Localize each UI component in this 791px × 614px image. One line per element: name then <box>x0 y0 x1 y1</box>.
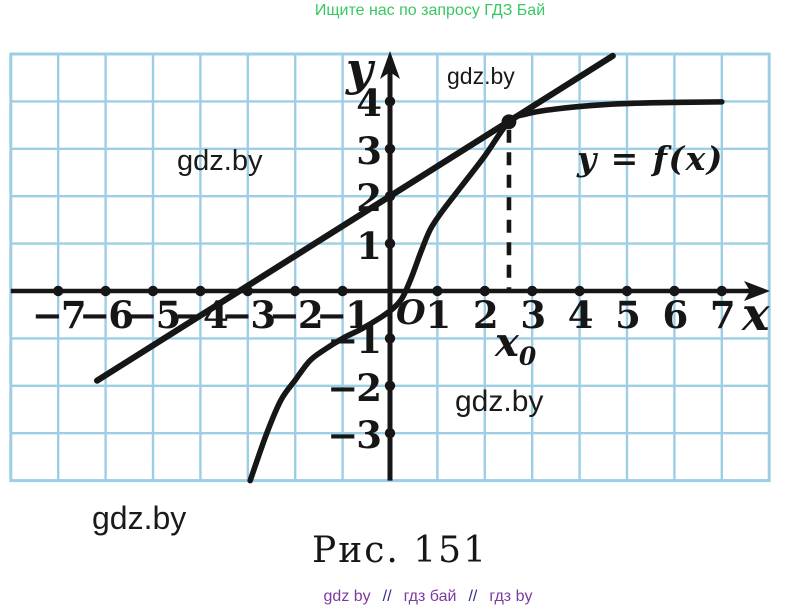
x0-label: x0 <box>495 323 536 370</box>
y-tick-label: −3 <box>327 413 382 458</box>
watermark-text: gdz.by <box>92 500 187 536</box>
footer-separator: // <box>382 588 392 605</box>
y-tick-label: 3 <box>356 128 382 173</box>
x-tick-label: 3 <box>520 293 546 337</box>
x-tick-label: 1 <box>425 293 452 337</box>
footer-text-gdz-by-cyr: гдз by <box>489 588 533 605</box>
footer-text-gdz-bai: гдз бай <box>403 588 457 605</box>
figure-caption: Рис. 151 <box>312 530 488 571</box>
x-tick-label: −6 <box>79 293 134 337</box>
watermark-text: gdz.by <box>177 145 263 177</box>
watermark-text: gdz.by <box>455 385 544 418</box>
x-axis-label: x <box>742 287 770 341</box>
footer-links: gdz by // гдз бай // гдз by <box>65 588 791 606</box>
x-tick-label: −1 <box>316 293 371 337</box>
y-tick-label: 1 <box>356 223 382 268</box>
y-tick-label: −2 <box>327 365 382 410</box>
promo-banner: Ищите нас по запросу ГДЗ Бай <box>314 2 546 19</box>
function-equation-label: y = f(x) <box>577 139 724 178</box>
x-tick-label: 2 <box>472 293 499 337</box>
x-tick-label: 4 <box>567 293 594 337</box>
footer-text-gdz-by: gdz by <box>323 588 371 605</box>
x-tick-label: −2 <box>268 293 324 337</box>
y-tick-label: −1 <box>327 318 382 363</box>
x-tick-label: −3 <box>221 293 276 337</box>
x0-base: x <box>495 319 519 366</box>
x-tick-label: 5 <box>615 293 641 337</box>
x0-subscript: 0 <box>518 342 537 371</box>
x-tick-label: −4 <box>174 293 229 337</box>
x-tick-label: −5 <box>126 293 182 337</box>
y-tick-label: 4 <box>356 81 382 126</box>
watermark-text: gdz.by <box>447 63 515 89</box>
x-tick-label: 7 <box>709 293 736 337</box>
footer-separator: // <box>468 588 478 605</box>
origin-label: O <box>396 293 426 333</box>
x-tick-label: −7 <box>31 293 87 337</box>
x-tick-label: 6 <box>662 293 689 337</box>
y-tick-label: 2 <box>356 176 382 221</box>
y-axis-label: y <box>346 42 373 96</box>
